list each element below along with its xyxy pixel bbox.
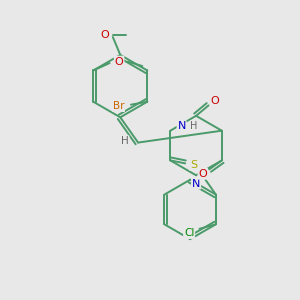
Text: H: H <box>190 121 198 131</box>
Text: N: N <box>192 178 200 189</box>
Text: O: O <box>198 169 207 179</box>
Text: Cl: Cl <box>184 228 194 238</box>
Text: S: S <box>190 160 197 170</box>
Text: Br: Br <box>113 101 124 111</box>
Text: O: O <box>100 30 109 40</box>
Text: O: O <box>115 57 124 67</box>
Text: H: H <box>121 136 129 146</box>
Text: O: O <box>211 96 220 106</box>
Text: N: N <box>177 121 186 131</box>
